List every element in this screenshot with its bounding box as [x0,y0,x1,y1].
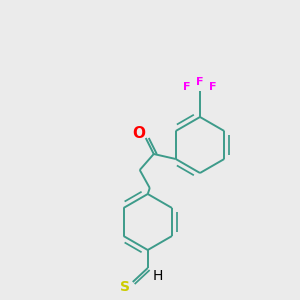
Text: O: O [132,125,145,140]
Text: H: H [153,269,163,283]
Text: F: F [183,82,191,92]
Text: S: S [120,280,130,294]
Text: F: F [209,82,217,92]
Text: F: F [196,77,204,87]
